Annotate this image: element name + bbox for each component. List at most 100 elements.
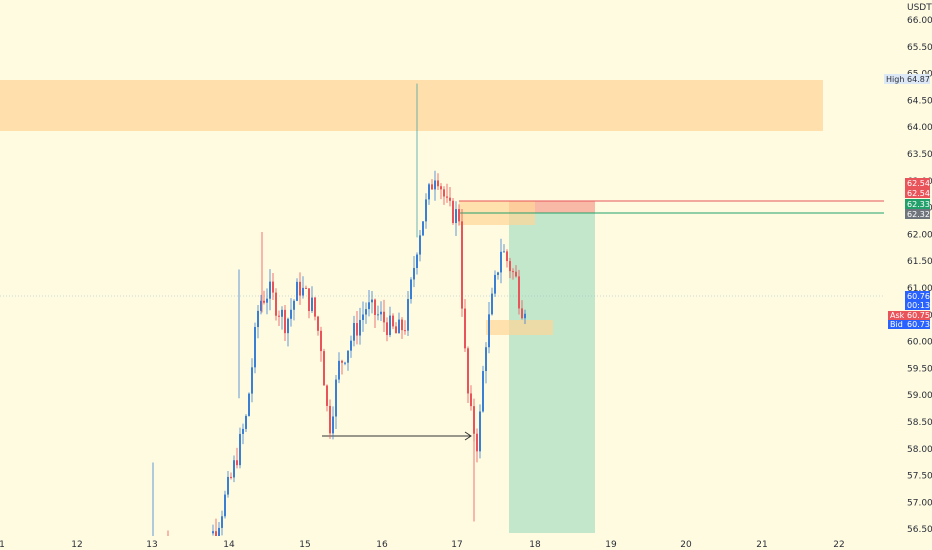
candlestick-series <box>152 83 526 550</box>
candle-body <box>260 300 262 311</box>
candle-body <box>308 288 310 312</box>
svg-text:Bid: Bid <box>890 320 903 329</box>
candle-body <box>494 274 496 294</box>
candle-body <box>248 393 250 416</box>
svg-text:62.54: 62.54 <box>907 179 930 188</box>
candle-body <box>296 281 298 301</box>
time-tick: 16 <box>376 540 388 550</box>
resistance-zone[interactable] <box>0 80 823 131</box>
candle-body <box>368 302 370 310</box>
candle-body <box>230 476 232 478</box>
time-axis[interactable]: 1 12 13 14 15 16 17 18 19 20 21 22 <box>0 536 884 550</box>
high-tag: High 64.87 <box>884 74 930 84</box>
price-tick: 59.50 <box>907 364 932 374</box>
price-tick: 62.00 <box>907 230 932 240</box>
candle-body <box>350 340 352 351</box>
price-tick: 64.50 <box>907 96 932 106</box>
candle-body <box>458 209 460 222</box>
time-tick: 13 <box>146 540 157 550</box>
candle-body <box>521 308 523 319</box>
price-tick: 64.00 <box>907 123 932 133</box>
time-tick: 22 <box>833 540 844 550</box>
svg-text:60.76: 60.76 <box>907 292 930 301</box>
svg-text:62.32: 62.32 <box>907 210 930 219</box>
candle-body <box>365 309 367 315</box>
candle-body <box>212 531 214 534</box>
candle-body <box>233 460 235 478</box>
price-tick: 56.50 <box>907 525 932 535</box>
time-tick: 15 <box>299 540 310 550</box>
short-position-profit-zone[interactable] <box>509 213 595 533</box>
candle-body <box>413 267 415 280</box>
candle-body <box>515 271 517 277</box>
candle-body <box>362 314 364 320</box>
candle-body <box>428 184 430 200</box>
candle-body <box>323 351 325 386</box>
time-tick: 17 <box>451 540 462 550</box>
svg-text:60.73: 60.73 <box>907 320 930 329</box>
time-tick: 20 <box>680 540 692 550</box>
arrow-drawing[interactable] <box>322 431 472 441</box>
candle-body <box>281 309 283 317</box>
svg-text:High: High <box>886 75 904 84</box>
svg-text:00:13: 00:13 <box>907 301 930 310</box>
time-tick: 19 <box>605 540 617 550</box>
candle-body <box>389 315 391 336</box>
candle-body <box>380 311 382 315</box>
candle-body <box>224 494 226 517</box>
candle-body <box>434 180 436 190</box>
candle-body <box>299 281 301 296</box>
candle-body <box>488 314 490 348</box>
svg-text:62.33: 62.33 <box>907 200 930 209</box>
candle-body <box>329 405 331 434</box>
svg-text:64.87: 64.87 <box>907 75 930 84</box>
currency-label: USDT <box>907 3 932 13</box>
candle-body <box>242 428 244 434</box>
candle-body <box>479 411 481 452</box>
price-tick: 57.00 <box>907 498 932 508</box>
candle-body <box>284 309 286 334</box>
candle-body <box>419 235 421 255</box>
price-tick: 58.00 <box>907 445 932 455</box>
last-price-tag: 60.76 00:13 <box>905 291 930 310</box>
ask-tag: Ask 60.75 <box>888 311 930 320</box>
candle-body <box>263 300 265 303</box>
candle-body <box>218 527 220 540</box>
candle-body <box>266 298 268 303</box>
candle-body <box>332 416 334 434</box>
candle-body <box>416 254 418 268</box>
candle-body <box>485 347 487 372</box>
candle-body <box>356 323 358 336</box>
candle-body <box>440 186 442 190</box>
candle-body <box>278 315 280 317</box>
candle-body <box>347 350 349 363</box>
candle-body <box>404 330 406 332</box>
candle-body <box>392 315 394 327</box>
candle-body <box>305 287 307 289</box>
candle-body <box>524 313 526 319</box>
time-tick: 18 <box>529 540 541 550</box>
candle-body <box>410 279 412 300</box>
candle-body <box>320 330 322 352</box>
candle-body <box>236 460 238 466</box>
candle-body <box>497 272 499 275</box>
candle-body <box>395 326 397 334</box>
candle-body <box>452 200 454 224</box>
candle-body <box>302 287 304 296</box>
candle-body <box>398 319 400 334</box>
stop-price-tag: 62.54 62.54 <box>905 178 930 198</box>
time-tick: 21 <box>756 540 767 550</box>
candle-body <box>293 300 295 310</box>
price-tick: 57.50 <box>907 472 932 482</box>
price-axis[interactable]: USDT 66.0065.5065.0064.5064.0063.5063.00… <box>884 0 932 536</box>
candle-body <box>467 348 469 394</box>
candle-body <box>257 310 259 328</box>
candle-body <box>449 197 451 201</box>
svg-text:60.75: 60.75 <box>907 311 930 320</box>
candle-body <box>338 360 340 380</box>
candle-body <box>371 299 373 303</box>
candle-body <box>425 199 427 222</box>
demand-zone-small[interactable] <box>486 320 553 335</box>
candle-body <box>227 476 229 495</box>
